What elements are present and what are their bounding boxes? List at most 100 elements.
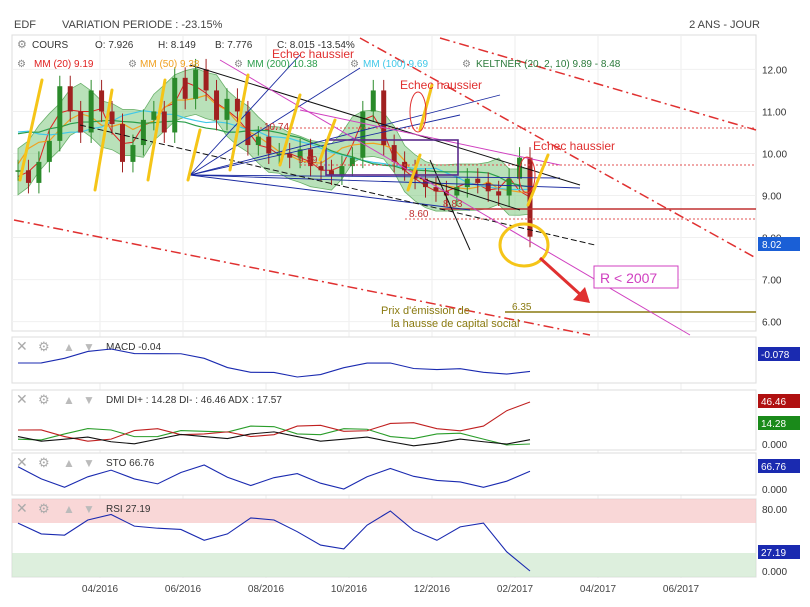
cycle-marker (228, 73, 250, 172)
legend-open: O: 7.926 (95, 40, 134, 51)
cycle-marker (318, 118, 337, 162)
fan-line (189, 174, 561, 179)
price-annotations: Echec haussier Echec haussier Echec haus… (264, 47, 800, 330)
legend-mm200: MM (200) 10.38 (247, 59, 318, 70)
candle-body (496, 191, 502, 196)
x-tick-label: 06/2016 (165, 584, 202, 595)
level-6-35: 6.35 (512, 302, 532, 313)
gear-icon[interactable]: ⚙ (462, 59, 471, 70)
fan-line (189, 67, 361, 176)
x-tick-label: 04/2016 (82, 584, 119, 595)
variation-label: VARIATION PERIODE : -23.15% (62, 19, 223, 31)
candle-body (36, 161, 42, 183)
candle-body (119, 124, 125, 162)
candle-body (464, 178, 470, 188)
close-icon: ✕ (16, 454, 28, 470)
candle-body (308, 149, 314, 167)
candle-body (57, 86, 63, 141)
candle-body (234, 98, 240, 112)
indicator-series-line (17, 425, 531, 446)
rsi-overbought-zone (12, 499, 756, 523)
candle-body (99, 90, 105, 112)
last-price-value: 8.02 (762, 240, 782, 251)
level-8-60: 8.60 (409, 209, 429, 220)
candle-body (402, 161, 408, 171)
indicator-value-text: 27.19 (761, 548, 786, 559)
gear-icon[interactable]: ⚙ (17, 39, 27, 51)
indicator-value-badge (758, 459, 800, 473)
annotation-echec-3: Echec haussier (533, 139, 615, 153)
indicator-label: STO 66.76 (106, 458, 155, 469)
cycle-marker (278, 93, 302, 167)
legend-high: H: 8.149 (158, 40, 196, 51)
annotation-echec-1: Echec haussier (272, 47, 354, 61)
candle-body (370, 90, 376, 112)
candle-body (349, 157, 355, 167)
candle-body (25, 170, 31, 183)
analysis-lines (13, 37, 757, 336)
legend-mm50: MM (50) 9.38 (140, 59, 200, 70)
candle-body (381, 90, 387, 146)
candle-body (182, 77, 188, 99)
candle-body (339, 166, 345, 175)
candle-body (245, 111, 251, 146)
annotation-hausse-capital: la hausse de capital social (391, 318, 519, 330)
indicator-value-badge (758, 416, 800, 430)
indicator-y-tick: 0.000 (762, 485, 787, 496)
gear-icon: ⚙ (38, 455, 50, 470)
indicator-value-text: -0.078 (761, 350, 790, 361)
candle-body (391, 145, 397, 162)
channel-line (299, 109, 561, 166)
indicator-label: RSI 27.19 (106, 504, 151, 515)
cycle-marker (93, 88, 114, 192)
arrow-up-icon: ▲ (63, 502, 75, 516)
candle-body (67, 86, 73, 112)
candle-body (297, 149, 303, 158)
candle-body (276, 153, 282, 155)
x-tick-label: 12/2016 (414, 584, 451, 595)
indicator-series-line (17, 510, 531, 572)
mm200-line (17, 119, 531, 188)
x-tick-label: 04/2017 (580, 584, 617, 595)
legend-keltner: KELTNER (20, 2, 10) 9.89 - 8.48 (476, 59, 621, 70)
indicator-value-text: 14.28 (761, 419, 786, 430)
cycle-marker (146, 78, 167, 182)
indicator-value-text: 66.76 (761, 462, 786, 473)
indicator-y-tick: 0.000 (762, 440, 787, 451)
gear-icon[interactable]: ⚙ (234, 59, 243, 70)
arrow-up-icon: ▲ (63, 456, 75, 470)
y-tick-label: 9.00 (762, 192, 782, 203)
candle-body (15, 170, 21, 172)
gear-icon[interactable]: ⚙ (17, 59, 26, 70)
period-label[interactable]: 2 ANS - JOUR (689, 19, 760, 31)
candle-body (224, 98, 230, 120)
close-icon: ✕ (16, 500, 28, 516)
gear-icon[interactable]: ⚙ (128, 59, 137, 70)
fan-line (189, 174, 581, 189)
range-box (325, 139, 459, 176)
candle-body (140, 119, 146, 146)
y-tick-label: 6.00 (762, 318, 782, 329)
candle-body (328, 170, 334, 175)
cycle-marker (18, 78, 44, 182)
price-legend: ⚙ COURS O: 7.926 H: 8.149 B: 7.776 C: 8.… (17, 39, 621, 70)
indicator-panels: ✕ ⚙ ▲ ▼ MACD -0.04 -0.078 ✕ ⚙ ▲ ▼ DMI DI+ : 14.28 … (11, 336, 800, 578)
candle-body (287, 153, 293, 158)
indicator-y-tick: 0.000 (762, 567, 787, 578)
legend-low: B: 7.776 (215, 40, 253, 51)
arrow-up-icon: ▲ (63, 340, 75, 354)
gear-icon: ⚙ (38, 392, 50, 407)
annotation-r-2007: R < 2007 (600, 270, 657, 286)
indicator-y-tick: 80.00 (762, 505, 787, 516)
gear-icon[interactable]: ⚙ (350, 59, 359, 70)
candle-body (433, 187, 439, 192)
legend-cours: COURS (32, 40, 68, 51)
price-circle (498, 222, 550, 268)
candle-body (360, 111, 366, 158)
trend-line (189, 64, 581, 186)
indicator-value-badge (758, 347, 800, 361)
fan-line (189, 174, 471, 211)
annotation-prix-emission: Prix d'émission de (381, 305, 470, 317)
